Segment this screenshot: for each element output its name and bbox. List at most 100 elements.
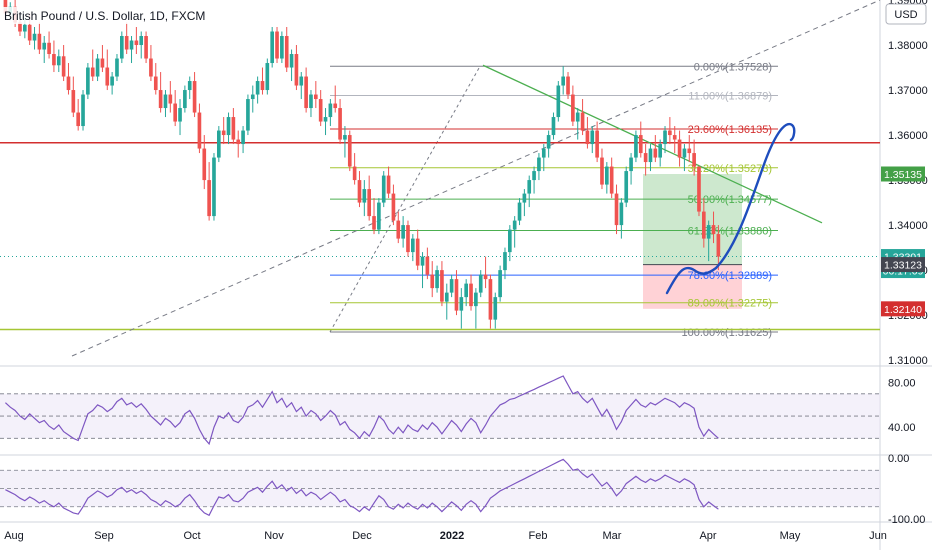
candle-body	[299, 76, 304, 86]
candle-body	[668, 130, 672, 136]
candle-body	[546, 135, 551, 149]
candle-body	[595, 130, 599, 158]
projection-drawing	[665, 122, 796, 295]
candle	[47, 31, 51, 59]
candle	[551, 112, 556, 140]
candle	[415, 229, 420, 271]
candle-body	[444, 292, 449, 302]
candle	[406, 220, 410, 257]
candle	[168, 81, 173, 113]
price-tick-label: 1.37000	[888, 85, 928, 97]
candle-body	[406, 225, 410, 253]
candle-body	[197, 112, 202, 149]
candle-body	[328, 103, 333, 118]
candle-body	[638, 135, 643, 154]
candle	[226, 112, 231, 145]
candle-body	[702, 211, 706, 239]
price-tick-label: 1.34000	[888, 220, 928, 232]
candle-body	[711, 225, 716, 235]
candle-body	[323, 117, 328, 122]
candle-body	[115, 58, 119, 77]
candle-body	[677, 139, 682, 158]
oscillator-line	[5, 458, 719, 517]
candle	[663, 126, 667, 154]
candle	[575, 108, 580, 140]
candle	[653, 135, 658, 163]
candle-body	[459, 297, 464, 311]
candle-body	[357, 180, 362, 203]
candle	[658, 139, 662, 167]
candle-body	[149, 58, 153, 77]
candle-body	[90, 67, 95, 77]
currency-button[interactable]	[885, 3, 927, 25]
candle	[95, 54, 100, 82]
candle	[619, 198, 624, 239]
candle	[386, 166, 391, 199]
candlestick-series	[3, 0, 721, 329]
candle-body	[663, 130, 667, 145]
oscillator-tick-label: 80.00	[888, 378, 916, 390]
candle	[52, 40, 56, 73]
candle-body	[648, 148, 653, 163]
fib-level-label: 11.00%(1.36879)	[688, 90, 772, 102]
candle	[706, 220, 711, 262]
candle-body	[585, 130, 590, 145]
candle	[381, 171, 386, 208]
candle-body	[284, 36, 289, 68]
candle-body	[561, 76, 565, 86]
candle-body	[173, 103, 177, 122]
candle-body	[110, 76, 114, 86]
candle	[702, 198, 706, 248]
candle-body	[42, 42, 47, 50]
candle	[478, 270, 483, 298]
candle-body	[333, 103, 338, 109]
candle	[260, 67, 265, 95]
candle-body	[566, 76, 570, 95]
candle	[430, 261, 435, 298]
candle-body	[207, 180, 211, 217]
candle	[372, 198, 376, 235]
candle-body	[381, 175, 386, 203]
candle	[541, 144, 546, 172]
candle-body	[221, 130, 226, 136]
candle	[556, 81, 561, 122]
candle	[149, 45, 153, 82]
fib-level-label: 78.60%(1.32889)	[688, 270, 772, 282]
fib-level-label: 89.00%(1.32275)	[688, 298, 772, 310]
candle-body	[556, 85, 561, 118]
candle-body	[280, 36, 284, 59]
candle	[396, 211, 401, 244]
candle-body	[474, 292, 478, 307]
price-label: 1.35135	[881, 166, 925, 182]
candle	[270, 27, 274, 68]
candle-body	[692, 153, 696, 167]
candle-body	[202, 148, 207, 181]
oscillator-tick-label: 40.00	[888, 422, 916, 434]
currency-label: USD	[894, 9, 917, 21]
candle-body	[682, 148, 687, 158]
price-label-bg	[881, 257, 925, 273]
candle-body	[653, 148, 658, 158]
candle	[66, 63, 71, 95]
candle	[677, 130, 682, 167]
candle	[153, 63, 158, 95]
candle-body	[396, 220, 401, 239]
candle	[318, 90, 323, 127]
candle-body	[537, 157, 541, 172]
candle-body	[289, 54, 294, 68]
symbol-title: British Pound / U.S. Dollar, 1D, FXCM	[4, 9, 205, 23]
oscillator-tick-label: 0.00	[888, 453, 909, 465]
candle-body	[391, 193, 396, 221]
candle	[217, 126, 221, 163]
candle-body	[314, 94, 318, 100]
candle	[643, 144, 648, 176]
candle	[672, 126, 677, 154]
candle-body	[687, 148, 692, 154]
candle	[81, 90, 85, 131]
candle-body	[192, 81, 197, 113]
price-tick-label: 1.36000	[888, 130, 928, 142]
candle-body	[95, 58, 100, 77]
candle-body	[658, 144, 662, 158]
